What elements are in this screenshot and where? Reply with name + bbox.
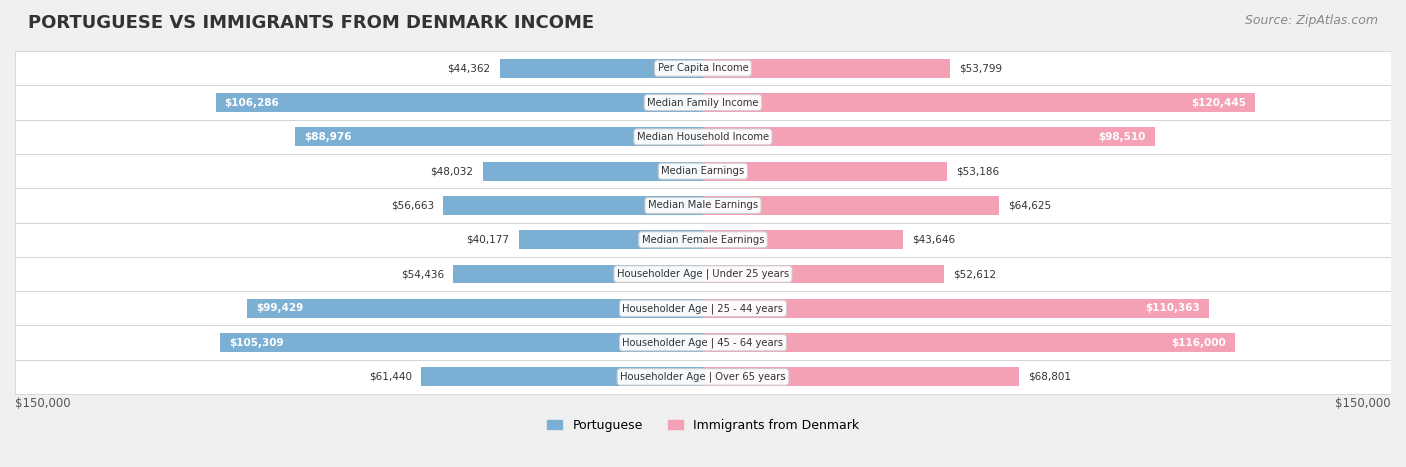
Text: $43,646: $43,646 [912,235,956,245]
Bar [295,127,703,146]
Text: $150,000: $150,000 [15,397,70,410]
Text: $120,445: $120,445 [1191,98,1246,107]
Bar [519,230,703,249]
Text: $116,000: $116,000 [1171,338,1226,347]
Text: $105,309: $105,309 [229,338,284,347]
Bar [443,196,703,215]
Text: Source: ZipAtlas.com: Source: ZipAtlas.com [1244,14,1378,27]
Text: Median Earnings: Median Earnings [661,166,745,176]
Text: $150,000: $150,000 [1336,397,1391,410]
Text: $53,799: $53,799 [959,63,1002,73]
Text: $106,286: $106,286 [225,98,280,107]
Bar [703,162,948,181]
Bar [703,230,903,249]
Text: $48,032: $48,032 [430,166,474,176]
Text: $99,429: $99,429 [256,304,304,313]
Text: $110,363: $110,363 [1146,304,1201,313]
Bar [499,59,703,78]
Text: $52,612: $52,612 [953,269,997,279]
Bar [703,127,1154,146]
FancyBboxPatch shape [15,257,1391,291]
Bar [482,162,703,181]
Text: Median Family Income: Median Family Income [647,98,759,107]
Text: $56,663: $56,663 [391,200,434,211]
Text: Median Household Income: Median Household Income [637,132,769,142]
Text: $68,801: $68,801 [1028,372,1071,382]
Text: $61,440: $61,440 [368,372,412,382]
Text: $54,436: $54,436 [401,269,444,279]
Text: Householder Age | Over 65 years: Householder Age | Over 65 years [620,372,786,382]
Text: Householder Age | Under 25 years: Householder Age | Under 25 years [617,269,789,279]
Bar [703,59,950,78]
Text: $44,362: $44,362 [447,63,491,73]
Bar [703,299,1209,318]
Text: Median Male Earnings: Median Male Earnings [648,200,758,211]
Text: Householder Age | 25 - 44 years: Householder Age | 25 - 44 years [623,303,783,313]
FancyBboxPatch shape [15,51,1391,85]
FancyBboxPatch shape [15,188,1391,223]
Text: Per Capita Income: Per Capita Income [658,63,748,73]
FancyBboxPatch shape [15,154,1391,188]
FancyBboxPatch shape [15,223,1391,257]
Bar [703,368,1018,386]
Text: $98,510: $98,510 [1098,132,1146,142]
Bar [219,333,703,352]
FancyBboxPatch shape [15,291,1391,325]
Bar [703,196,1000,215]
Text: $88,976: $88,976 [304,132,352,142]
Bar [453,265,703,283]
Text: PORTUGUESE VS IMMIGRANTS FROM DENMARK INCOME: PORTUGUESE VS IMMIGRANTS FROM DENMARK IN… [28,14,595,32]
FancyBboxPatch shape [15,360,1391,394]
FancyBboxPatch shape [15,85,1391,120]
Text: $53,186: $53,186 [956,166,1000,176]
FancyBboxPatch shape [15,120,1391,154]
Text: $40,177: $40,177 [467,235,509,245]
Bar [703,265,945,283]
Bar [247,299,703,318]
Legend: Portuguese, Immigrants from Denmark: Portuguese, Immigrants from Denmark [543,414,863,437]
Text: Median Female Earnings: Median Female Earnings [641,235,765,245]
Bar [703,333,1234,352]
Bar [422,368,703,386]
Bar [215,93,703,112]
Text: Householder Age | 45 - 64 years: Householder Age | 45 - 64 years [623,337,783,348]
Bar [703,93,1256,112]
FancyBboxPatch shape [15,325,1391,360]
Text: $64,625: $64,625 [1008,200,1052,211]
